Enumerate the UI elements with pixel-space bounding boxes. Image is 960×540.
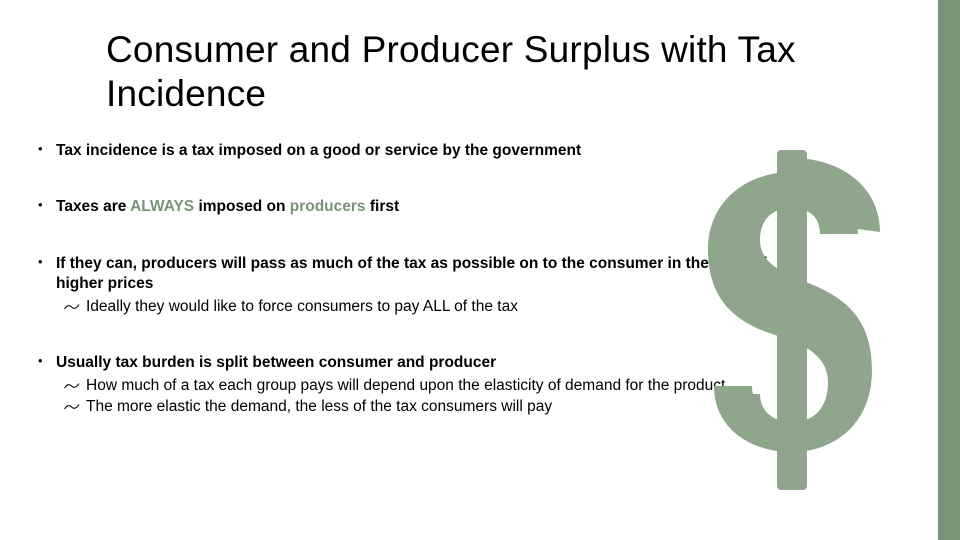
bullet-1: Tax incidence is a tax imposed on a good… xyxy=(30,141,770,161)
slide-title: Consumer and Producer Surplus with Tax I… xyxy=(106,28,908,115)
bullet-3-text: If they can, producers will pass as much… xyxy=(56,255,767,292)
bullet-2: Taxes are ALWAYS imposed on producers fi… xyxy=(30,197,770,217)
bullet-1-text: Tax incidence is a tax imposed on a good… xyxy=(56,142,581,159)
dollar-sign-icon xyxy=(680,150,900,490)
bullet-3: If they can, producers will pass as much… xyxy=(30,254,770,317)
bullet-2-mid: imposed on xyxy=(194,198,290,215)
bullet-3-sub: Ideally they would like to force consume… xyxy=(64,297,770,317)
bullet-4: Usually tax burden is split between cons… xyxy=(30,353,770,417)
bullet-4-sub: How much of a tax each group pays will d… xyxy=(64,376,770,417)
bullet-2-producers: producers xyxy=(290,198,366,215)
bullet-4-text: Usually tax burden is split between cons… xyxy=(56,354,496,371)
bullet-4-sub-2: The more elastic the demand, the less of… xyxy=(64,397,770,417)
bullet-3-sub-1: Ideally they would like to force consume… xyxy=(64,297,770,317)
bullet-2-prefix: Taxes are xyxy=(56,198,130,215)
bullet-4-sub-1: How much of a tax each group pays will d… xyxy=(64,376,770,396)
right-accent-stripe xyxy=(938,0,960,540)
bullet-2-always: ALWAYS xyxy=(130,198,194,215)
bullet-2-suffix: first xyxy=(366,198,400,215)
